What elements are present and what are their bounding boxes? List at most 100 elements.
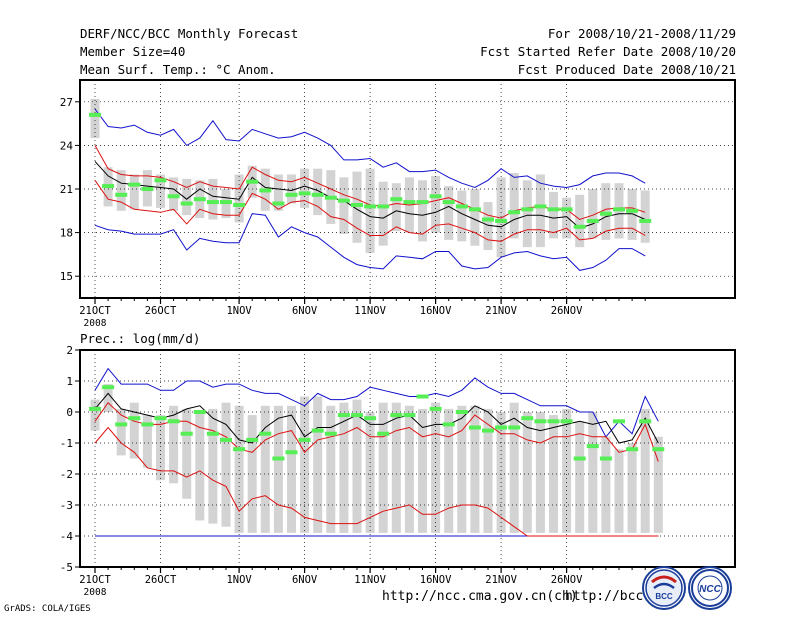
variable-label: Mean Surf. Temp.: °C Anom. — [80, 62, 276, 77]
median-marker — [206, 200, 219, 205]
median-marker — [233, 202, 246, 207]
median-marker — [390, 413, 403, 418]
ensemble-box — [365, 168, 375, 253]
median-marker — [324, 195, 337, 200]
ensemble-box — [496, 412, 506, 533]
x-tick-label: 11NOV — [354, 574, 386, 586]
median-marker — [167, 194, 180, 199]
ensemble-box — [418, 408, 427, 533]
bcc-logo-text: BCC — [655, 592, 673, 601]
ensemble-box — [457, 405, 467, 533]
ensemble-box — [522, 180, 532, 248]
ensemble-box — [90, 98, 100, 139]
max-line — [94, 367, 659, 438]
bcc-url-link[interactable]: http://bcc.c — [565, 589, 659, 604]
ensemble-box — [601, 436, 611, 533]
ensemble-box — [575, 421, 585, 533]
ensemble-box — [339, 402, 349, 533]
ensemble-box — [575, 194, 585, 248]
ensemble-box — [169, 177, 179, 211]
min-line — [94, 213, 646, 271]
ensemble-box — [234, 405, 244, 533]
median-marker — [272, 201, 285, 206]
lower-spread-line — [94, 180, 646, 242]
median-marker — [508, 425, 521, 430]
ensemble-box — [640, 408, 650, 533]
median-marker — [547, 207, 560, 212]
median-marker — [390, 197, 403, 202]
median-marker — [560, 207, 573, 212]
median-marker — [193, 197, 206, 202]
median-marker — [377, 204, 390, 209]
x-tick-label: 16NOV — [420, 574, 452, 586]
median-marker — [403, 200, 416, 205]
median-marker — [573, 224, 586, 229]
median-marker — [416, 200, 429, 205]
ensemble-box — [509, 402, 519, 533]
ensemble-box — [182, 178, 192, 216]
median-marker — [652, 447, 665, 452]
grads-credit: GrADS: COLA/IGES — [4, 604, 91, 614]
ensemble-box — [418, 180, 427, 242]
median-marker — [298, 437, 311, 442]
median-marker — [586, 218, 599, 223]
ensemble-box — [221, 402, 231, 527]
ensemble-box — [653, 436, 663, 533]
ensemble-box — [378, 181, 388, 246]
ncc-url-link[interactable]: http://ncc.cma.gov.cn(ch) — [382, 589, 578, 604]
median-marker — [141, 422, 154, 427]
ensemble-box — [535, 412, 545, 533]
median-marker — [206, 431, 219, 436]
ensemble-box — [483, 408, 493, 533]
median-marker — [455, 204, 468, 209]
ensemble-box — [129, 174, 139, 210]
ensemble-box — [391, 402, 401, 533]
ensemble-box — [404, 405, 414, 533]
ensemble-box — [156, 174, 165, 208]
ensemble-box — [287, 405, 296, 533]
ensemble-box — [156, 415, 165, 481]
ensemble-box — [313, 168, 323, 216]
plot-frame — [79, 349, 736, 568]
median-marker — [495, 218, 508, 223]
x-tick-label: 21OCT — [79, 305, 111, 317]
median-marker — [429, 406, 442, 411]
ensemble-box — [129, 402, 139, 459]
ensemble-box — [182, 408, 192, 499]
median-marker — [442, 422, 455, 427]
ensemble-box — [431, 402, 441, 533]
ensemble-box — [614, 449, 624, 533]
median-marker — [495, 425, 508, 430]
ensemble-box — [273, 405, 283, 533]
median-marker — [167, 419, 180, 424]
ensemble-box — [300, 396, 310, 533]
median-marker — [534, 419, 547, 424]
median-marker — [455, 410, 468, 414]
median-marker — [626, 447, 639, 452]
y-tick-label: -4 — [60, 530, 74, 543]
median-marker — [285, 192, 298, 197]
ensemble-box — [549, 191, 558, 239]
x-tick-label: 16NOV — [420, 305, 452, 317]
y-tick-label: 18 — [60, 227, 73, 240]
median-marker — [285, 450, 298, 455]
median-marker — [482, 428, 494, 433]
median-marker — [220, 437, 232, 442]
median-marker — [403, 413, 416, 418]
ensemble-box — [457, 190, 467, 242]
median-marker — [259, 431, 272, 436]
median-marker — [154, 178, 167, 183]
ensemble-box — [103, 384, 113, 412]
median-marker — [560, 419, 573, 424]
median-marker — [115, 422, 128, 427]
median-marker — [351, 202, 363, 207]
median-marker — [364, 204, 377, 209]
ensemble-box — [444, 408, 454, 533]
y-tick-label: -2 — [60, 468, 73, 481]
median-marker — [639, 218, 652, 223]
median-marker — [599, 456, 612, 461]
median-marker — [220, 200, 232, 205]
median-marker — [573, 456, 586, 461]
median-marker — [521, 416, 534, 421]
